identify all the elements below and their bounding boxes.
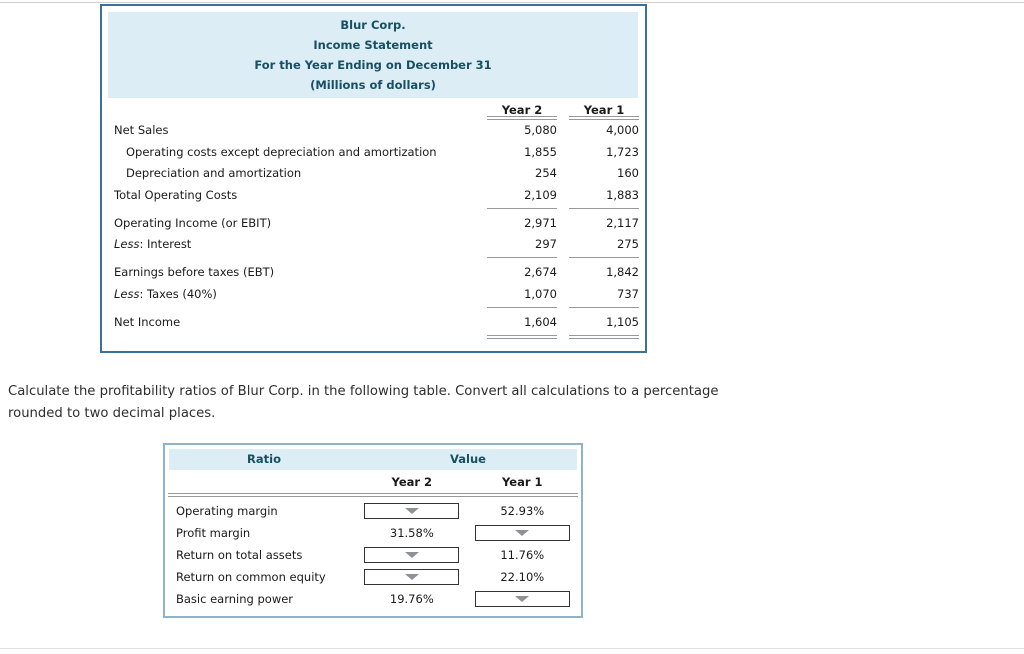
- year1-value: 11.76%: [500, 548, 545, 562]
- year2-value: 2,971: [524, 215, 557, 230]
- year2-value: 1,855: [524, 144, 557, 159]
- year1-value: 4,000: [606, 123, 639, 137]
- income-row-taxes: Less: Taxes (40%) 1,070 737: [106, 284, 639, 306]
- ratio-label: Operating margin: [176, 504, 278, 518]
- ratio-label: Profit margin: [176, 526, 251, 540]
- income-row-interest: Less: Interest 297 275: [106, 234, 639, 256]
- income-row-label: Net Income: [114, 314, 181, 329]
- income-row-operating-costs: Operating costs except depreciation and …: [106, 142, 639, 164]
- year2-value: 19.76%: [389, 592, 434, 606]
- year1-value: 52.93%: [500, 504, 545, 518]
- year1-value: 22.10%: [500, 570, 545, 584]
- year2-dropdown-operating-margin[interactable]: [364, 503, 460, 519]
- dropdown-arrow-icon: [404, 552, 419, 558]
- year1-value: 1,723: [606, 144, 639, 159]
- question-text: Calculate the profitability ratios of Bl…: [8, 384, 719, 421]
- income-row-label: Depreciation and amortization: [126, 166, 302, 181]
- year1-dropdown-profit-margin[interactable]: [474, 525, 570, 541]
- year2-value: 1,070: [524, 286, 557, 301]
- ratio-table-year-headers: Year 2 Year 1: [168, 471, 578, 493]
- less-prefix: Less: [114, 286, 140, 301]
- income-column-headers: Year 2 Year 1: [106, 100, 639, 120]
- value-column-header: Value: [450, 452, 486, 466]
- income-row-label: Earnings before taxes (EBT): [114, 265, 275, 280]
- year2-dropdown-return-on-common-equity[interactable]: [364, 569, 460, 585]
- ratio-label: Return on common equity: [176, 570, 326, 584]
- year2-dropdown-return-on-total-assets[interactable]: [364, 547, 460, 563]
- year1-column-header: Year 1: [569, 100, 639, 120]
- income-statement-table: Blur Corp. Income Statement For the Year…: [100, 4, 647, 354]
- year1-value: 2,117: [606, 215, 639, 230]
- header-rule: [168, 493, 578, 497]
- income-row-label: Less: Taxes (40%): [114, 286, 217, 301]
- year1-value: 1,842: [606, 265, 639, 280]
- income-row-label: Net Sales: [114, 123, 169, 137]
- ratio-label: Basic earning power: [176, 592, 294, 606]
- year2-column-header: Year 2: [487, 100, 557, 120]
- income-row-net-income: Net Income 1,604 1,105: [106, 312, 639, 334]
- dropdown-arrow-icon: [404, 508, 419, 514]
- income-row-label: Less: Interest: [114, 237, 192, 252]
- ratio-label: Return on total assets: [176, 548, 303, 562]
- year1-value: 160: [617, 166, 639, 181]
- statement-title: Income Statement: [313, 38, 433, 52]
- subtotal-rule: [106, 256, 639, 259]
- company-name: Blur Corp.: [340, 18, 406, 32]
- dropdown-arrow-icon: [515, 530, 530, 536]
- top-divider: [0, 2, 1024, 3]
- income-statement-header: Blur Corp. Income Statement For the Year…: [108, 12, 638, 98]
- income-row-net-sales: Net Sales 5,080 4,000: [106, 120, 639, 142]
- income-row-ebt: Earnings before taxes (EBT) 2,674 1,842: [106, 262, 639, 284]
- year2-column-header: Year 2: [391, 475, 433, 489]
- dropdown-arrow-icon: [404, 574, 419, 580]
- ratio-row-return-on-common-equity: Return on common equity 22.10%: [168, 566, 578, 588]
- year1-value: 737: [617, 286, 639, 301]
- statement-period: For the Year Ending on December 31: [254, 58, 492, 72]
- income-row-operating-income: Operating Income (or EBIT) 2,971 2,117: [106, 213, 639, 235]
- bottom-divider: [0, 648, 1024, 649]
- income-row-depreciation: Depreciation and amortization 254 160: [106, 163, 639, 185]
- ratio-row-operating-margin: Operating margin 52.93%: [168, 500, 578, 522]
- year2-value: 2,109: [524, 188, 557, 203]
- income-row-label: Operating costs except depreciation and …: [126, 144, 437, 159]
- statement-units: (Millions of dollars): [310, 78, 436, 92]
- year1-column-header: Year 1: [502, 475, 543, 489]
- less-prefix: Less: [114, 237, 140, 252]
- ratio-row-basic-earning-power: Basic earning power 19.76%: [168, 588, 578, 610]
- subtotal-rule: [106, 207, 639, 209]
- year1-dropdown-basic-earning-power[interactable]: [474, 591, 570, 607]
- year2-value: 1,604: [524, 314, 557, 329]
- grand-total-rule: [106, 335, 639, 340]
- income-row-label: Operating Income (or EBIT): [114, 215, 272, 230]
- income-row-label: Total Operating Costs: [114, 188, 238, 203]
- year1-value: 1,883: [606, 188, 639, 203]
- year1-value: 275: [617, 237, 639, 252]
- ratio-row-profit-margin: Profit margin 31.58%: [168, 522, 578, 544]
- year1-value: 1,105: [606, 314, 639, 329]
- dropdown-arrow-icon: [515, 596, 530, 602]
- year2-value: 254: [535, 166, 557, 181]
- ratio-table: Ratio Value Year 2 Year 1 Operating marg…: [163, 443, 583, 618]
- income-row-total-operating-costs: Total Operating Costs 2,109 1,883: [106, 185, 639, 207]
- year2-value: 297: [535, 237, 557, 252]
- year2-value: 5,080: [524, 123, 557, 137]
- ratio-row-return-on-total-assets: Return on total assets 11.76%: [168, 544, 578, 566]
- subtotal-rule: [106, 306, 639, 308]
- year2-value: 2,674: [524, 265, 557, 280]
- year2-value: 31.58%: [389, 526, 434, 540]
- ratio-table-header: Ratio Value: [169, 449, 577, 470]
- ratio-column-header: Ratio: [247, 452, 281, 466]
